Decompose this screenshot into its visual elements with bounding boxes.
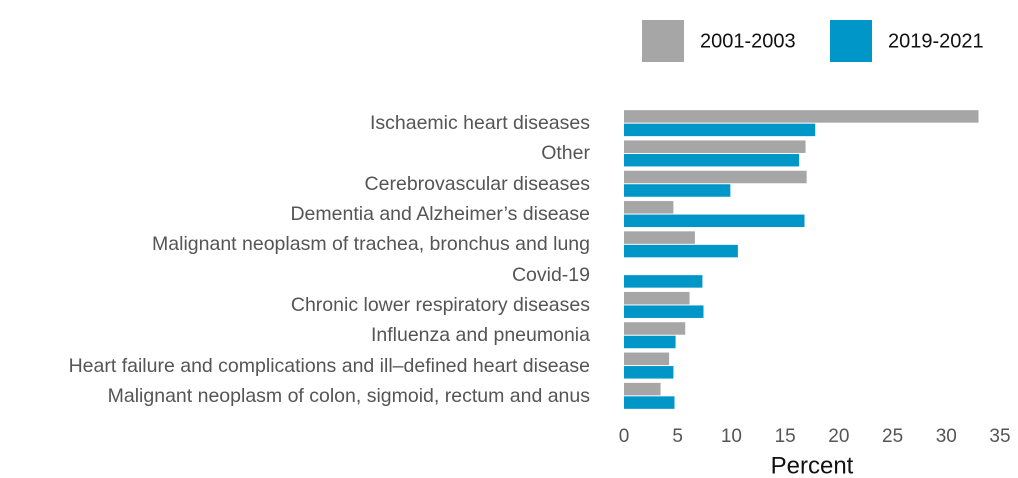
- category-label: Chronic lower respiratory diseases: [290, 293, 590, 316]
- bar: [624, 231, 695, 244]
- bar: [624, 201, 674, 214]
- category-label: Other: [541, 142, 590, 165]
- legend-label: 2001-2003: [700, 30, 796, 52]
- bar: [624, 244, 738, 258]
- bar: [624, 110, 979, 123]
- x-tick-label: 25: [882, 426, 903, 447]
- bar: [624, 214, 805, 228]
- x-tick-label: 10: [721, 426, 742, 447]
- legend-swatch: [642, 20, 684, 62]
- bar: [624, 275, 703, 288]
- bar: [624, 170, 807, 184]
- category-label: Heart failure and complications and ill–…: [68, 354, 590, 377]
- bar: [624, 153, 800, 167]
- category-label: Dementia and Alzheimer’s disease: [290, 203, 590, 226]
- bar: [624, 123, 816, 137]
- bar: [624, 352, 670, 366]
- bar: [624, 335, 676, 349]
- bar: [624, 140, 806, 153]
- x-tick-label: 20: [828, 426, 849, 447]
- category-label: Malignant neoplasm of colon, sigmoid, re…: [107, 384, 590, 407]
- bar: [624, 382, 661, 396]
- bar: [624, 291, 690, 305]
- category-label: Influenza and pneumonia: [370, 324, 590, 347]
- bar: [624, 366, 674, 379]
- category-label: Ischaemic heart diseases: [369, 112, 590, 135]
- bar: [624, 305, 704, 318]
- bar: [624, 322, 686, 335]
- x-tick-label: 15: [775, 426, 796, 447]
- category-label: Cerebrovascular diseases: [364, 172, 590, 195]
- legend-swatch: [830, 20, 872, 62]
- x-axis-label: Percent: [771, 452, 854, 478]
- legend-label: 2019-2021: [888, 30, 984, 52]
- bar: [624, 184, 731, 197]
- x-tick-label: 30: [936, 426, 957, 447]
- x-tick-label: 35: [989, 426, 1010, 447]
- category-label: Covid-19: [511, 263, 590, 286]
- x-tick-label: 5: [672, 426, 683, 447]
- category-label: Malignant neoplasm of trachea, bronchus …: [152, 233, 590, 256]
- bar: [624, 396, 675, 409]
- x-tick-label: 0: [619, 426, 630, 447]
